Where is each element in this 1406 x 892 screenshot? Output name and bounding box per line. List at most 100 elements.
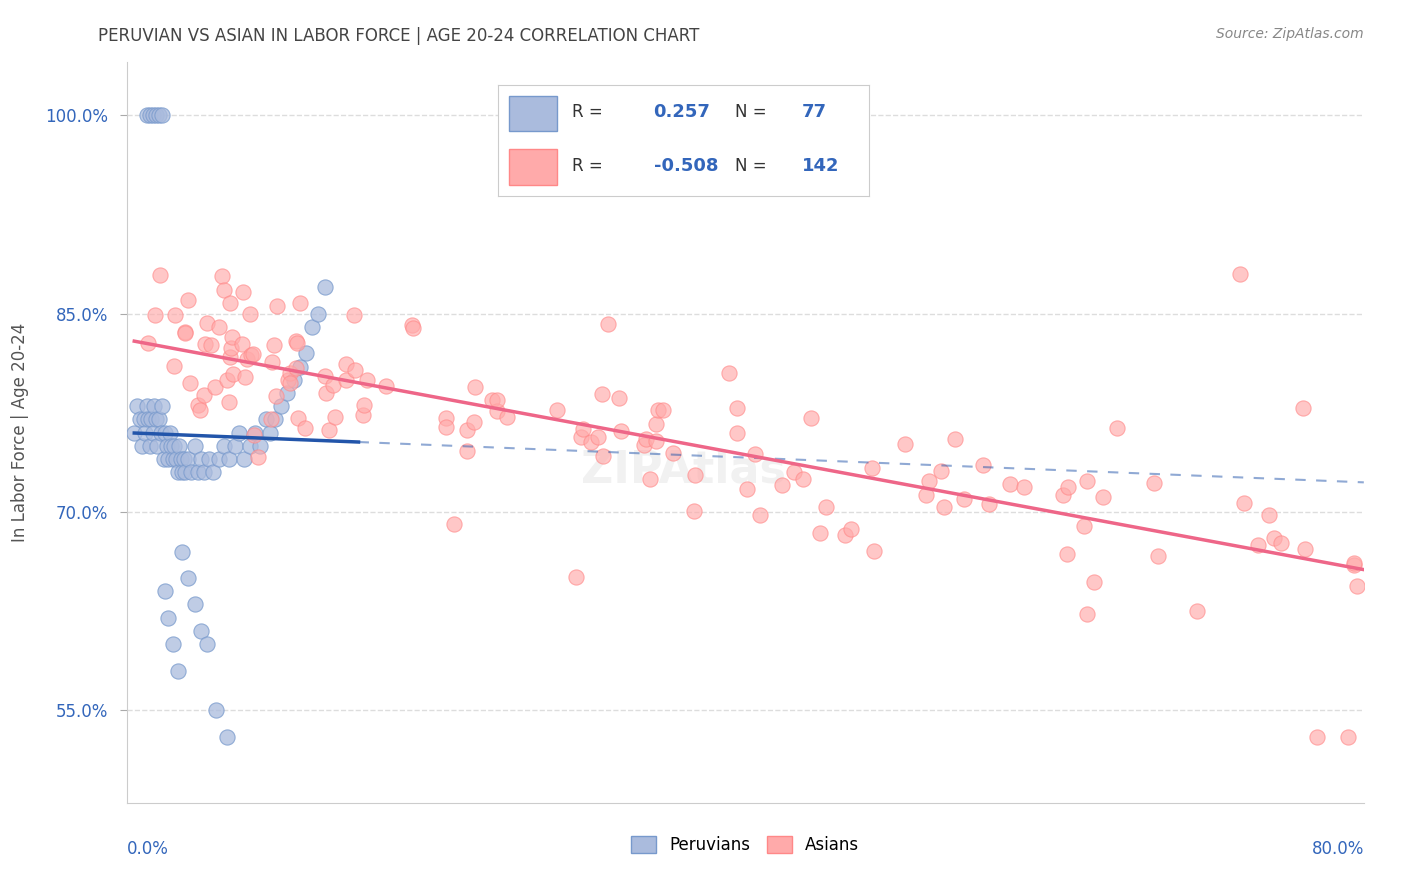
Point	[177, 571, 200, 585]
Point	[239, 348, 262, 362]
Point	[134, 425, 156, 440]
Point	[190, 452, 212, 467]
Point	[463, 415, 485, 429]
Point	[172, 465, 194, 479]
Point	[270, 399, 292, 413]
Point	[1292, 401, 1315, 415]
Point	[183, 598, 205, 612]
Point	[259, 425, 281, 440]
Point	[609, 391, 631, 405]
Text: ZIPAtlas: ZIPAtlas	[581, 448, 786, 491]
Point	[280, 376, 302, 390]
Point	[157, 452, 180, 467]
Point	[918, 474, 941, 488]
Point	[1247, 538, 1270, 552]
Point	[934, 500, 956, 515]
Point	[783, 466, 806, 480]
Point	[1146, 549, 1168, 563]
Point	[242, 427, 264, 442]
Point	[579, 434, 602, 449]
Point	[211, 268, 233, 283]
Point	[662, 446, 685, 460]
Point	[143, 308, 166, 322]
Point	[1343, 558, 1365, 572]
Point	[943, 433, 966, 447]
Point	[165, 308, 187, 322]
Point	[1270, 536, 1292, 550]
Point	[138, 439, 160, 453]
Point	[153, 584, 177, 599]
Text: Source: ZipAtlas.com: Source: ZipAtlas.com	[1216, 27, 1364, 41]
Point	[485, 404, 508, 418]
Point	[150, 108, 173, 122]
Point	[141, 412, 163, 426]
Point	[243, 425, 266, 440]
Point	[143, 399, 166, 413]
Point	[228, 425, 250, 440]
Point	[972, 458, 994, 472]
Point	[156, 439, 179, 453]
Point	[150, 399, 173, 413]
Point	[335, 357, 357, 371]
Point	[323, 409, 346, 424]
Point	[263, 337, 285, 351]
Point	[217, 730, 239, 744]
Point	[749, 508, 772, 522]
Point	[456, 423, 478, 437]
Point	[276, 386, 298, 401]
Point	[162, 637, 184, 651]
Point	[953, 492, 976, 507]
Point	[307, 307, 329, 321]
Point	[651, 403, 673, 417]
Point	[443, 516, 465, 531]
Point	[142, 108, 165, 122]
Point	[193, 388, 215, 402]
Point	[644, 417, 666, 431]
Point	[169, 452, 191, 467]
Point	[569, 430, 592, 444]
Point	[124, 425, 146, 440]
Point	[638, 472, 661, 486]
Point	[402, 321, 425, 335]
Point	[163, 439, 186, 453]
Point	[1257, 508, 1279, 522]
Point	[644, 434, 666, 449]
Point	[188, 403, 211, 417]
Point	[633, 437, 655, 451]
Point	[204, 380, 226, 394]
Point	[145, 108, 167, 122]
Point	[344, 363, 367, 377]
Point	[208, 319, 231, 334]
Point	[343, 308, 366, 322]
Point	[647, 402, 669, 417]
Point	[195, 637, 218, 651]
Point	[179, 376, 201, 391]
Point	[1233, 496, 1256, 510]
Point	[231, 336, 253, 351]
Point	[815, 500, 838, 515]
Point	[636, 433, 658, 447]
Point	[174, 465, 197, 479]
Point	[287, 410, 309, 425]
Point	[356, 373, 378, 387]
Point	[260, 412, 283, 426]
Point	[212, 283, 235, 297]
Point	[187, 465, 209, 479]
Point	[288, 295, 311, 310]
Point	[1073, 519, 1095, 533]
Point	[285, 336, 308, 351]
Point	[224, 439, 246, 453]
Point	[1343, 556, 1365, 570]
Point	[301, 319, 323, 334]
Point	[284, 361, 307, 376]
Point	[221, 367, 243, 381]
Point	[218, 452, 240, 467]
Point	[208, 452, 231, 467]
Point	[998, 477, 1021, 491]
Point	[335, 373, 357, 387]
Point	[190, 624, 212, 638]
Point	[153, 425, 177, 440]
Point	[352, 409, 374, 423]
Point	[242, 347, 264, 361]
Point	[159, 425, 181, 440]
